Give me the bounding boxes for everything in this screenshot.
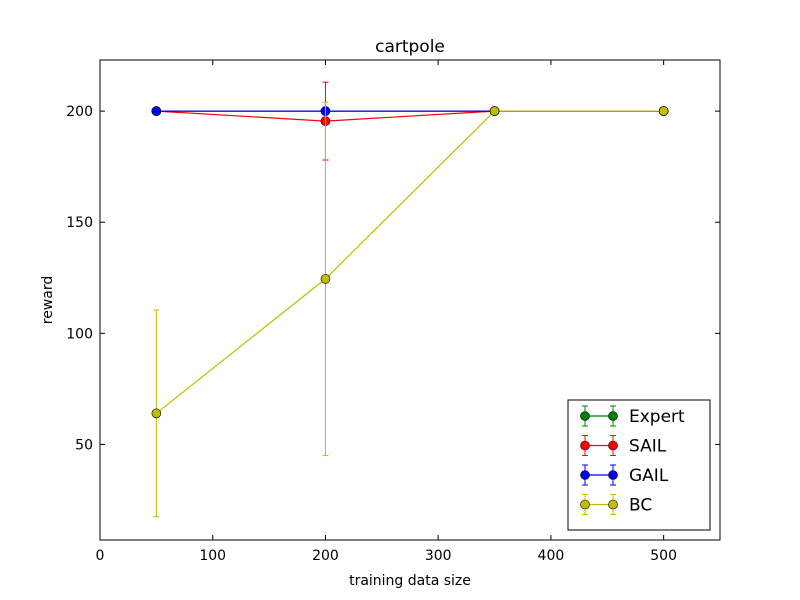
legend: Expert SAIL GAIL BC (567, 399, 711, 531)
legend-entry-gail: GAIL (580, 464, 669, 486)
axis-ticks: 0 100 200 300 400 500 50 100 150 200 (66, 60, 720, 564)
legend-entry-expert: Expert (580, 405, 685, 427)
x-tick-label: 300 (425, 548, 452, 564)
legend-box (567, 399, 711, 531)
y-tick-label: 150 (66, 215, 93, 231)
legend-label: Expert (629, 407, 685, 427)
series-bc (151, 101, 669, 518)
y-tick-label: 100 (66, 326, 93, 342)
legend-marker (608, 440, 618, 451)
bc-point (151, 408, 162, 419)
x-tick-label: 200 (312, 548, 339, 564)
legend-label: GAIL (629, 466, 669, 486)
gail-point (151, 106, 162, 116)
x-tick-label: 0 (96, 548, 105, 564)
legend-entry-bc: BC (580, 494, 652, 516)
bc-point (320, 274, 331, 284)
plot-area (151, 81, 669, 518)
y-axis-label: reward (40, 276, 56, 325)
x-tick-label: 400 (538, 548, 565, 564)
bc-point (489, 106, 500, 116)
legend-marker (580, 499, 590, 510)
legend-marker (608, 499, 618, 510)
legend-marker (580, 440, 590, 451)
chart-title: cartpole (375, 37, 445, 57)
y-tick-label: 50 (75, 437, 93, 453)
x-tick-label: 100 (199, 548, 226, 564)
legend-marker (580, 411, 590, 421)
x-tick-label: 500 (650, 548, 677, 564)
legend-label: BC (629, 496, 652, 516)
legend-marker (580, 470, 590, 480)
bc-point (658, 106, 669, 116)
bc-line (155, 110, 664, 414)
legend-entry-sail: SAIL (580, 435, 667, 457)
x-axis-label: training data size (349, 573, 471, 589)
legend-label: SAIL (629, 437, 667, 457)
legend-marker (608, 411, 618, 421)
y-tick-label: 200 (66, 104, 93, 120)
legend-marker (608, 470, 618, 480)
plot-frame (99, 59, 721, 541)
